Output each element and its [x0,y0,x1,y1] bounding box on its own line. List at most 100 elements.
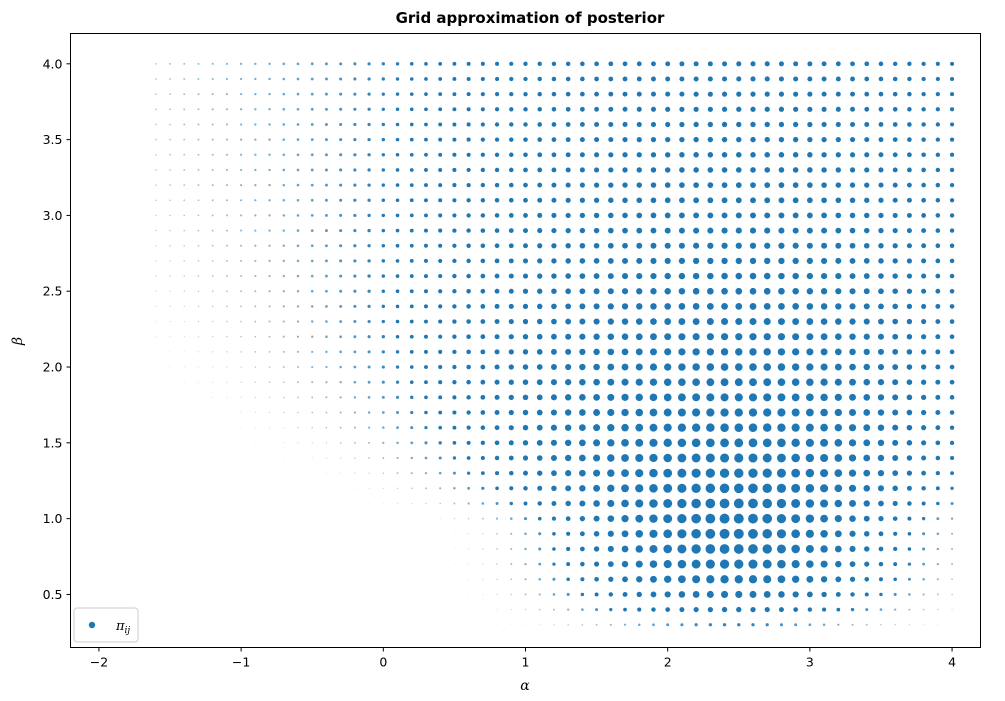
grid-point [580,577,585,582]
grid-point [849,273,856,280]
grid-point [805,408,814,417]
grid-point [551,122,557,127]
grid-point [878,288,884,295]
grid-point [864,137,870,143]
grid-point [849,303,856,310]
grid-point [678,575,686,584]
grid-point [791,575,800,583]
grid-point [908,608,911,611]
grid-point [778,197,785,204]
grid-point [649,348,657,356]
grid-point [935,167,941,173]
grid-point [296,214,300,217]
grid-point [410,472,413,475]
grid-point [820,560,828,568]
grid-point [691,498,701,509]
grid-point [225,138,228,141]
grid-point [920,379,927,385]
grid-point [907,152,912,158]
grid-point [849,137,856,143]
grid-point [579,454,586,462]
grid-point [707,91,713,97]
grid-point [935,334,941,340]
grid-point [339,229,343,233]
grid-point [395,304,400,309]
grid-point [565,137,571,143]
grid-point [706,318,714,326]
grid-point [949,243,955,248]
grid-point [452,395,457,400]
grid-point [764,167,771,173]
grid-point [949,152,955,157]
grid-point [325,411,328,414]
grid-point [708,623,712,627]
grid-point [565,152,571,158]
grid-point [183,290,185,292]
x-tick-label: 4 [948,655,956,670]
grid-point [607,318,614,325]
grid-point [664,182,671,188]
grid-point [381,153,386,157]
grid-point [550,409,557,416]
grid-point [650,136,657,143]
grid-point [425,518,427,520]
grid-point [664,212,671,219]
grid-point [949,167,955,173]
grid-point [621,499,629,508]
grid-point [705,483,716,494]
grid-point [452,364,457,370]
grid-point [552,562,556,566]
grid-point [509,76,514,82]
grid-point [397,518,398,519]
grid-point [239,93,243,96]
grid-point [778,152,785,158]
grid-point [508,288,514,294]
grid-point [807,106,813,112]
grid-point [849,561,856,568]
grid-point [311,381,314,384]
grid-point [878,91,884,97]
grid-point [921,258,927,264]
grid-point [254,138,257,141]
grid-point [494,92,500,97]
grid-point [438,198,443,203]
grid-point [424,441,428,445]
grid-point [636,137,642,143]
grid-point [452,471,456,475]
grid-point [907,531,912,536]
grid-point [183,366,185,368]
grid-point [949,410,955,415]
grid-point [395,198,400,203]
grid-point [183,78,186,80]
grid-point [522,349,529,355]
grid-point [835,303,842,310]
grid-point [877,409,885,416]
grid-point [395,243,400,248]
grid-point [936,547,940,551]
grid-point [778,212,785,219]
grid-point [482,548,484,550]
grid-point [438,228,443,233]
grid-point [878,106,884,112]
grid-point [892,76,898,82]
grid-point [495,61,500,66]
grid-point [509,470,514,476]
grid-point [381,62,385,66]
grid-point [494,243,500,249]
grid-point [692,257,700,265]
grid-point [808,623,812,627]
grid-point [353,138,357,142]
grid-point [607,257,614,264]
grid-point [921,334,927,340]
grid-point [821,591,827,598]
grid-point [593,227,600,234]
grid-point [705,438,715,448]
grid-point [424,62,428,66]
grid-point [594,61,599,67]
grid-point [310,274,314,278]
grid-point [863,348,870,356]
grid-point [593,212,600,219]
grid-point [749,363,757,371]
grid-point [908,593,911,596]
grid-point [763,318,771,326]
